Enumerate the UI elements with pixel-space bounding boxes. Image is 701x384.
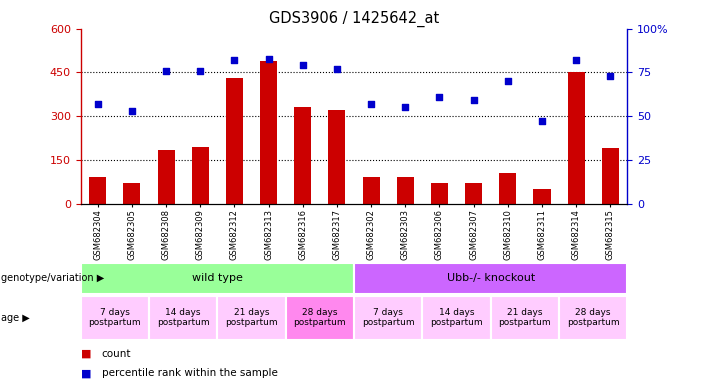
Text: 7 days
postpartum: 7 days postpartum: [362, 308, 414, 328]
Text: age ▶: age ▶: [1, 313, 29, 323]
Bar: [431, 183, 448, 204]
Text: 14 days
postpartum: 14 days postpartum: [157, 308, 210, 328]
Text: 7 days
postpartum: 7 days postpartum: [88, 308, 141, 328]
Text: percentile rank within the sample: percentile rank within the sample: [102, 368, 278, 378]
Point: [400, 104, 411, 111]
Bar: [601, 148, 619, 204]
Bar: [149, 296, 217, 340]
Bar: [294, 108, 311, 204]
Point: [571, 57, 582, 63]
Point: [297, 63, 308, 69]
Text: ■: ■: [81, 368, 95, 378]
Text: 28 days
postpartum: 28 days postpartum: [567, 308, 620, 328]
Bar: [465, 183, 482, 204]
Bar: [286, 296, 354, 340]
Bar: [354, 296, 422, 340]
Point: [605, 73, 616, 79]
Point: [365, 101, 376, 107]
Bar: [81, 263, 354, 294]
Text: genotype/variation ▶: genotype/variation ▶: [1, 273, 104, 283]
Bar: [362, 177, 380, 204]
Point: [332, 66, 343, 72]
Text: 21 days
postpartum: 21 days postpartum: [498, 308, 551, 328]
Text: count: count: [102, 349, 131, 359]
Bar: [328, 110, 346, 204]
Bar: [499, 173, 517, 204]
Bar: [158, 150, 175, 204]
Point: [161, 68, 172, 74]
Bar: [422, 296, 491, 340]
Point: [126, 108, 137, 114]
Bar: [226, 78, 243, 204]
Bar: [568, 73, 585, 204]
Bar: [354, 263, 627, 294]
Point: [536, 118, 547, 124]
Bar: [533, 189, 550, 204]
Point: [502, 78, 513, 84]
Bar: [81, 296, 149, 340]
Bar: [217, 296, 286, 340]
Point: [195, 68, 206, 74]
Point: [434, 94, 445, 100]
Text: 14 days
postpartum: 14 days postpartum: [430, 308, 483, 328]
Text: ■: ■: [81, 349, 95, 359]
Point: [263, 55, 274, 61]
Bar: [260, 61, 277, 204]
Bar: [397, 177, 414, 204]
Text: wild type: wild type: [192, 273, 243, 283]
Bar: [559, 296, 627, 340]
Bar: [123, 183, 140, 204]
Bar: [191, 147, 209, 204]
Point: [468, 98, 479, 104]
Bar: [89, 177, 107, 204]
Text: 28 days
postpartum: 28 days postpartum: [294, 308, 346, 328]
Point: [229, 57, 240, 63]
Point: [92, 101, 103, 107]
Bar: [491, 296, 559, 340]
Title: GDS3906 / 1425642_at: GDS3906 / 1425642_at: [269, 11, 439, 27]
Text: Ubb-/- knockout: Ubb-/- knockout: [447, 273, 535, 283]
Text: 21 days
postpartum: 21 days postpartum: [225, 308, 278, 328]
